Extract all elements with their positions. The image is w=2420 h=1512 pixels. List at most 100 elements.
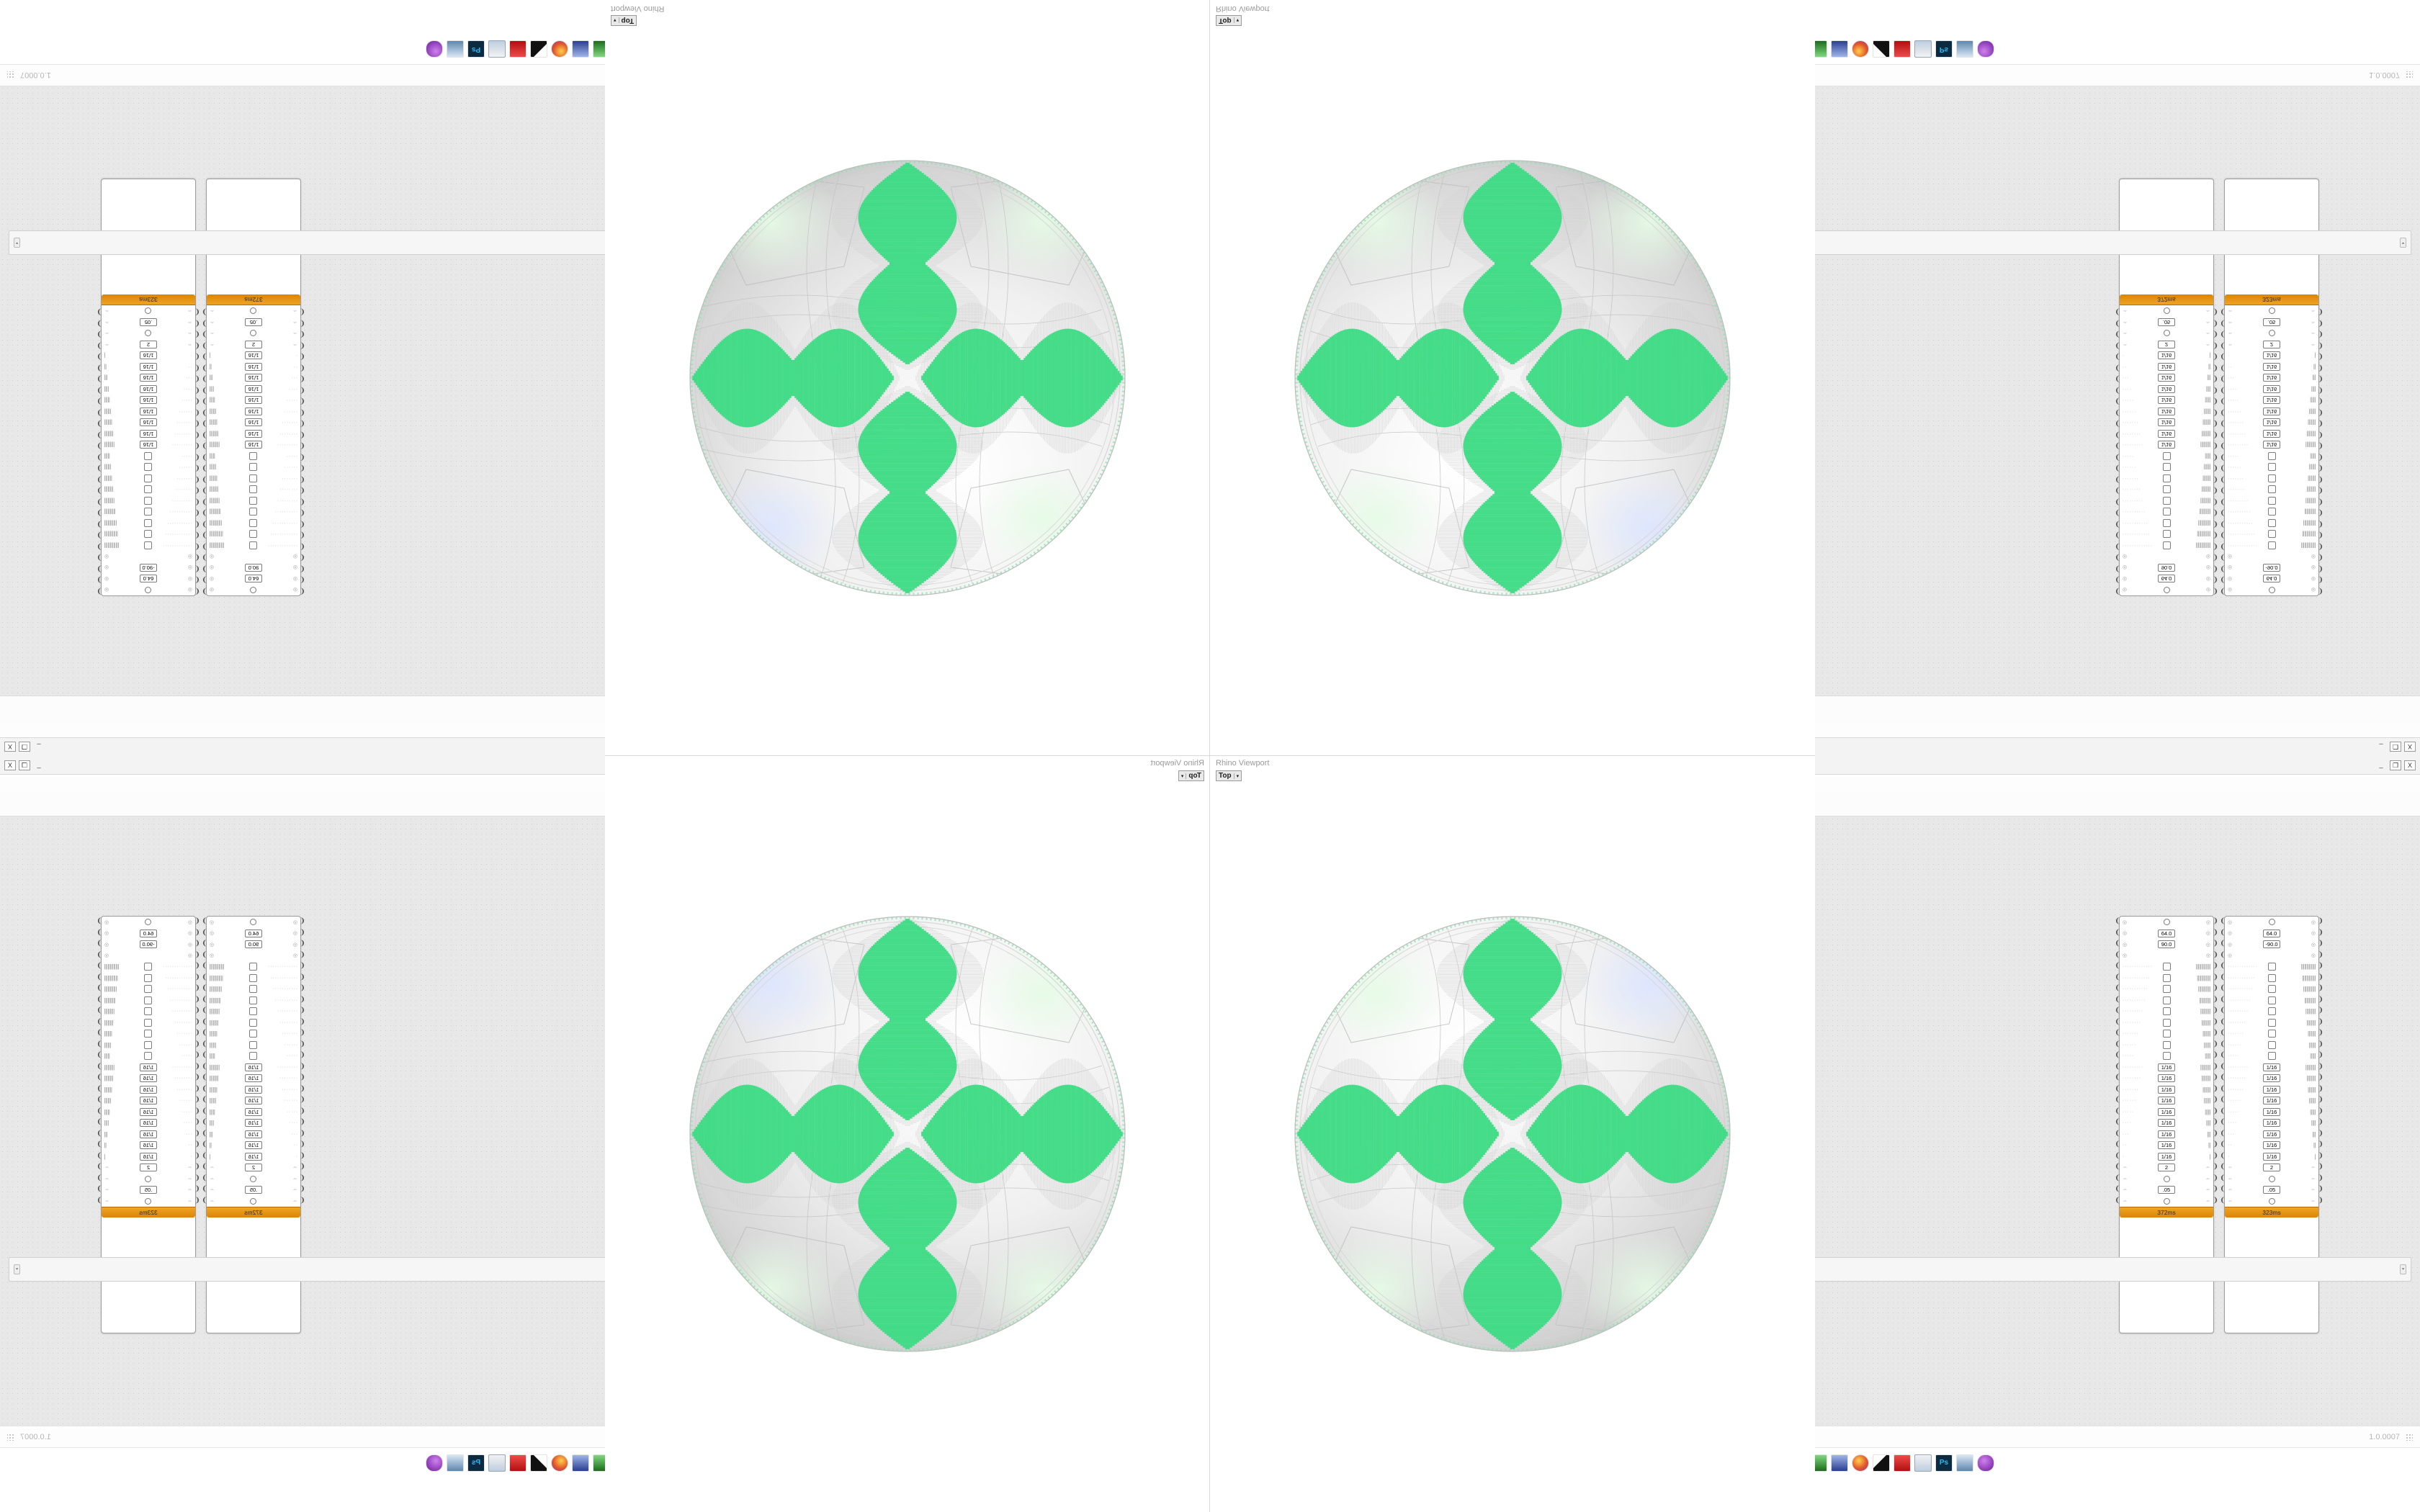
comp-d-icon[interactable]: D	[1615, 795, 1626, 811]
explorer-app-icon[interactable]	[488, 1454, 506, 1472]
comp-a1-icon[interactable]: A	[958, 701, 968, 717]
cluster-fraction-value[interactable]: 1/16	[140, 1119, 157, 1128]
cluster-row[interactable]: ❨ ·· 1/16 || ❩	[202, 361, 305, 373]
output-pin[interactable]: ❩	[2212, 431, 2218, 438]
cluster-row[interactable]: ❨ ··········· ||||||||||| ❩	[202, 984, 305, 995]
cluster-row[interactable]: ❨ ·· 1/16 || ❩	[2220, 1140, 2323, 1151]
input-pin[interactable]: ❨	[299, 1140, 305, 1148]
input-pin[interactable]: ❨	[299, 1129, 305, 1138]
transform-icon[interactable]: ℰ	[1041, 701, 1051, 717]
input-pin[interactable]: ❨	[2220, 441, 2226, 450]
selection-icon[interactable]	[718, 1261, 733, 1277]
cluster-row[interactable]: ❨ ·· 1/16 || ❩	[2115, 1140, 2218, 1151]
shade-ghost-icon[interactable]	[1580, 1261, 1595, 1277]
output-pin[interactable]: ❩	[97, 553, 103, 562]
input-pin[interactable]: ❨	[2115, 330, 2121, 338]
bake-icon[interactable]	[1367, 1261, 1382, 1277]
cluster-row[interactable]: ❨ ··········· ||||||||||| ❩	[97, 984, 200, 995]
cluster-row[interactable]: ❨ ········· 1/16 ||||||||| ❩	[97, 1062, 200, 1074]
canvas-side-badge[interactable]: GH	[1195, 906, 1208, 917]
output-pin[interactable]: ❩	[202, 984, 208, 992]
cluster-value[interactable]: .05	[245, 1186, 262, 1194]
comp-spark-icon[interactable]: ✦	[1749, 701, 1761, 717]
cluster-fraction-value[interactable]: 1/16	[2263, 1119, 2280, 1128]
input-pin[interactable]: ❨	[299, 1151, 305, 1160]
menu-display[interactable]: Display	[1305, 778, 1332, 787]
maths-icon[interactable]: Σ	[1173, 701, 1182, 717]
output-pin[interactable]: ❩	[202, 319, 208, 327]
cluster-checkbox[interactable]	[144, 541, 153, 549]
input-pin[interactable]: ❨	[194, 1140, 200, 1148]
cluster-row[interactable]: ❨ · 1/16 | ❩	[2115, 1151, 2218, 1163]
comp-bird-icon[interactable]: ♠	[1593, 795, 1606, 811]
profiler-icon[interactable]	[1012, 1261, 1027, 1277]
cluster-row[interactable]: ❨ ··· 1/16 ||| ❩	[202, 372, 305, 384]
subd-node[interactable]: Mesh Creases None Corners None SubD Inte…	[1403, 81, 1501, 140]
cluster-fraction-value[interactable]: 1/16	[2263, 407, 2280, 415]
mesh-icon[interactable]: ◢	[1329, 795, 1340, 811]
cluster-checkbox[interactable]	[249, 1040, 258, 1049]
toolbar-overflow-icon[interactable]: ⌄	[14, 1264, 20, 1274]
cluster-toggle[interactable]	[2268, 919, 2275, 926]
subd-corners-value[interactable]: None	[956, 106, 987, 114]
output-pin[interactable]: ❩	[2317, 553, 2323, 562]
help-icon[interactable]	[865, 235, 880, 251]
cluster-row[interactable]: ❨ ◎ 64.0 ◎ ❩	[202, 928, 305, 940]
box-y-to[interactable]: 0.5	[1034, 135, 1049, 143]
toolbar-overflow-icon[interactable]: ⌄	[14, 238, 20, 248]
output-pin[interactable]: ❩	[2212, 419, 2218, 428]
input-pin[interactable]: ❨	[299, 587, 305, 595]
input-pin[interactable]: ❨	[2115, 950, 2121, 959]
output-pin[interactable]: ❩	[2212, 374, 2218, 383]
output-pin[interactable]: ❩	[97, 1174, 103, 1182]
output-pin[interactable]: ❩	[97, 341, 103, 349]
cluster-value[interactable]: 2	[2263, 1164, 2280, 1172]
input-pin[interactable]: ❨	[194, 498, 200, 505]
output-pin[interactable]: ❩	[2212, 1129, 2218, 1138]
input-pin[interactable]: ❨	[299, 928, 305, 937]
cluster-toggle[interactable]	[145, 1197, 152, 1205]
help-icon[interactable]	[1540, 235, 1555, 251]
input-pin[interactable]: ❨	[2115, 1096, 2121, 1104]
comp-knight-icon[interactable]: ♘	[1471, 701, 1484, 717]
cluster-row[interactable]: ❨ ······· 1/16 ||||||| ❩	[2220, 417, 2323, 428]
box-y-from[interactable]: -0.5	[1106, 135, 1121, 143]
cluster-checkbox[interactable]	[249, 1052, 258, 1061]
cluster-fraction-value[interactable]: 1/16	[245, 407, 262, 415]
output-pin[interactable]: ❩	[202, 341, 208, 349]
output-pin[interactable]: ❩	[202, 1040, 208, 1048]
input-pin[interactable]: ❨	[299, 330, 305, 338]
output-pin[interactable]: ❩	[202, 1196, 208, 1205]
output-pin[interactable]: ❩	[2212, 1185, 2218, 1193]
output-pin[interactable]: ❩	[2212, 973, 2218, 981]
curve-icon[interactable]: ↺	[1291, 701, 1304, 717]
output-pin[interactable]: ❩	[2317, 575, 2323, 584]
comp-f-icon[interactable]: F	[722, 795, 731, 811]
cluster-row[interactable]: ❨ ········ 1/16 |||||||| ❩	[2115, 428, 2218, 440]
cluster-fraction-value[interactable]: 1/16	[140, 418, 157, 427]
cluster-row[interactable]: ❨ ⇔ ⇔ ❩	[2115, 1196, 2218, 1207]
cluster-row[interactable]: ❨ ····· 1/16 ||||| ❩	[2115, 1107, 2218, 1118]
comp-f-icon[interactable]: F	[1689, 701, 1698, 717]
close-button[interactable]: X	[4, 742, 16, 752]
cluster-row[interactable]: ❨ ············ |||||||||||| ❩	[97, 973, 200, 984]
resize-grip[interactable]	[7, 1433, 14, 1441]
input-pin[interactable]: ❨	[2220, 341, 2226, 349]
box-y-to[interactable]: 0.5	[1371, 135, 1386, 143]
cluster-row[interactable]: ❨ ⇔ ⇔ ❩	[202, 305, 305, 317]
output-pin[interactable]: ❩	[2212, 1051, 2218, 1059]
output-pin[interactable]: ❩	[97, 564, 103, 572]
input-pin[interactable]: ❨	[299, 1196, 305, 1205]
comp-e2-icon[interactable]: E	[1653, 701, 1662, 717]
cluster-row[interactable]: ❨ ············ |||||||||||| ❩	[97, 528, 200, 540]
cluster-row[interactable]: ❨ ········ |||||||| ❩	[97, 1017, 200, 1029]
input-pin[interactable]: ❨	[194, 973, 200, 981]
photoshop-app-icon[interactable]: Ps	[1935, 40, 1953, 58]
input-pin[interactable]: ❨	[2115, 973, 2121, 981]
owl-app-icon[interactable]	[426, 40, 443, 58]
input-pin[interactable]: ❨	[299, 1174, 305, 1182]
selection-icon[interactable]	[718, 235, 733, 251]
brep-vertices-pin[interactable]: ✗	[1569, 92, 1576, 102]
cluster-fraction-value[interactable]: 1/16	[2158, 1141, 2175, 1150]
book-icon[interactable]	[1500, 1261, 1515, 1277]
